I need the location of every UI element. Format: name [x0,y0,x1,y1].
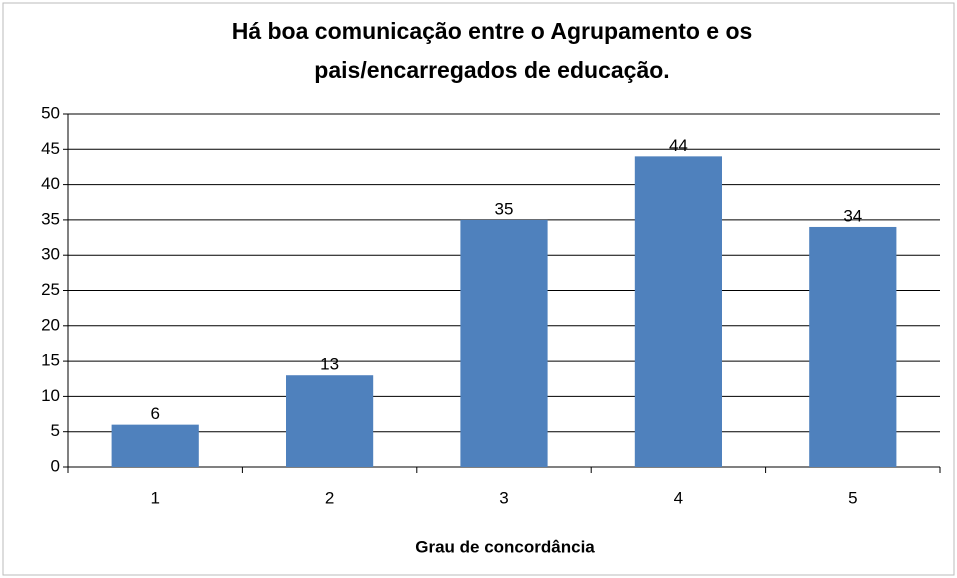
x-tick-label: 2 [325,488,334,507]
value-label: 44 [669,136,688,155]
y-tick-label: 10 [41,386,60,405]
chart-title: pais/encarregados de educação. [314,57,669,83]
y-tick-label: 15 [41,351,60,370]
y-tick-label: 25 [41,280,60,299]
chart-title: Há boa comunicação entre o Agrupamento e… [232,18,753,44]
y-tick-label: 45 [41,139,60,158]
x-tick-label: 1 [150,488,159,507]
x-tick-label: 5 [848,488,857,507]
bar [634,156,722,468]
y-tick-label: 50 [41,103,60,122]
x-axis-label: Grau de concordância [415,537,595,556]
bar [809,226,897,467]
value-label: 34 [843,206,862,225]
y-tick-label: 30 [41,245,60,264]
value-label: 35 [495,199,514,218]
y-tick-label: 20 [41,315,60,334]
x-tick-label: 3 [499,488,508,507]
y-tick-label: 0 [51,456,60,475]
bar [286,375,374,467]
y-tick-label: 35 [41,209,60,228]
bar [111,424,199,467]
y-tick-label: 5 [51,421,60,440]
y-tick-label: 40 [41,174,60,193]
bar [460,219,548,467]
value-label: 13 [320,355,339,374]
x-tick-label: 4 [674,488,683,507]
value-label: 6 [150,404,159,423]
